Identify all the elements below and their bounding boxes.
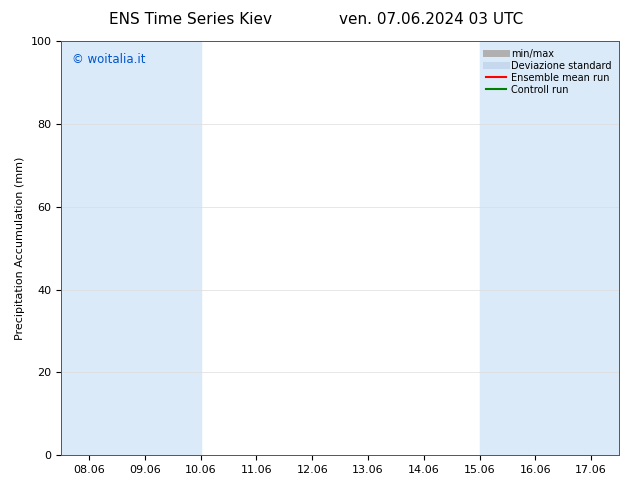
Bar [61,41,201,455]
Text: ENS Time Series Kiev: ENS Time Series Kiev [108,12,272,27]
Bar [479,41,619,455]
Y-axis label: Precipitation Accumulation (mm): Precipitation Accumulation (mm) [15,156,25,340]
Text: ven. 07.06.2024 03 UTC: ven. 07.06.2024 03 UTC [339,12,523,27]
Text: © woitalia.it: © woitalia.it [72,53,146,67]
Legend: min/max, Deviazione standard, Ensemble mean run, Controll run: min/max, Deviazione standard, Ensemble m… [484,46,614,98]
